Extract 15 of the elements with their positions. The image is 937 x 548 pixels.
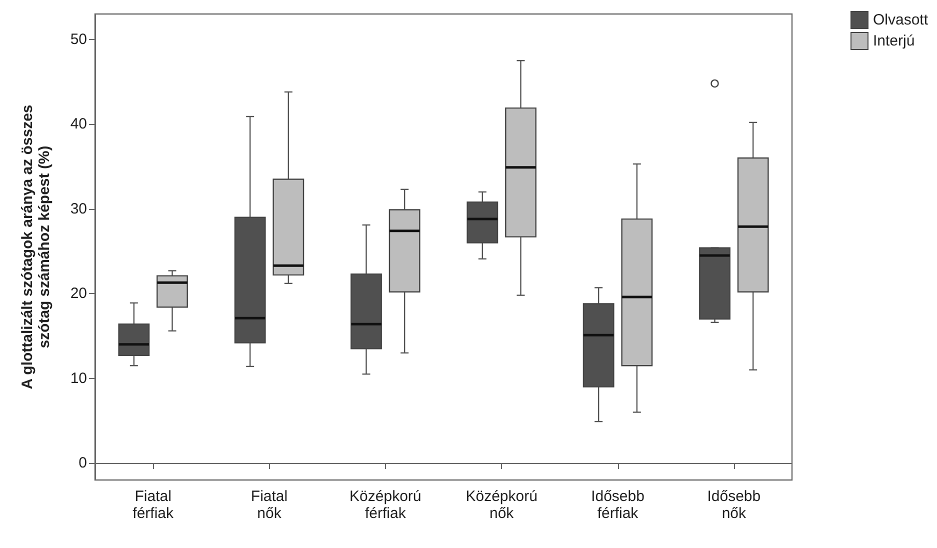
y-axis-title: A glottalizált szótagok aránya az összes szótag számához képest (%) [19, 104, 53, 390]
x-tick-label: Idősebb férfiak [591, 488, 644, 522]
x-tick-label: Fiatal férfiak [132, 488, 174, 522]
y-tick-label: 40 [70, 116, 87, 133]
legend-label: Interjú [872, 32, 915, 50]
y-tick-label: 0 [78, 454, 87, 472]
y-tick-label: 20 [70, 285, 87, 302]
x-tick-label: Idősebb nők [707, 488, 761, 522]
legend-label: Olvasott [872, 12, 929, 28]
y-tick-label: 50 [70, 30, 87, 48]
y-tick-label: 10 [70, 370, 87, 387]
y-tick-label: 30 [70, 200, 87, 218]
x-tick-label: Fiatal nők [250, 488, 288, 522]
x-tick-label: Középkorú férfiak [350, 488, 422, 522]
x-tick-label: Középkorú nők [466, 488, 538, 522]
